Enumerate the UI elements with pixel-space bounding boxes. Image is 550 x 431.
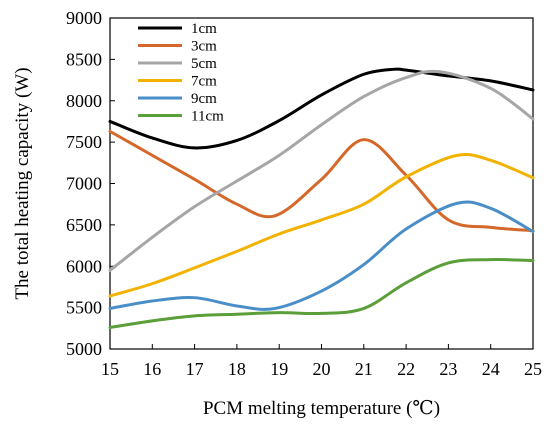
- series-line-5cm: [108, 69, 535, 272]
- axes: 15 16 17 18 19 20 21 22 23 24 25 5000 5500 6000 6500 70…: [66, 8, 542, 379]
- series-line-7cm: [108, 152, 535, 298]
- y-tick-label: 5000: [66, 339, 102, 359]
- y-tick-label: 6500: [66, 215, 102, 235]
- x-tick-label: 24: [482, 359, 500, 379]
- y-tick-label: 8500: [66, 49, 102, 69]
- series-line-3cm: [108, 129, 535, 233]
- x-tick-label: 21: [355, 359, 373, 379]
- y-tick-label: 7500: [66, 132, 102, 152]
- series-line-11cm: [108, 258, 535, 329]
- y-tick-label: 7000: [66, 174, 102, 194]
- x-axis-title: PCM melting temperature (℃): [203, 398, 440, 419]
- x-tick-label: 25: [524, 359, 542, 379]
- series-line-9cm: [108, 200, 535, 311]
- x-tick-label: 17: [186, 359, 204, 379]
- x-tick-label: 23: [439, 359, 457, 379]
- x-tick-label: 19: [270, 359, 288, 379]
- x-tick-label: 15: [101, 359, 119, 379]
- legend-label-3cm: 3cm: [191, 39, 217, 55]
- x-tick-label: 16: [143, 359, 161, 379]
- x-tick-label: 18: [228, 359, 246, 379]
- y-tick-label: 8000: [66, 91, 102, 111]
- x-tick-label: 22: [397, 359, 415, 379]
- legend-label-9cm: 9cm: [191, 91, 217, 107]
- y-axis-title: The total heating capacity (W): [12, 67, 33, 299]
- y-tick-label: 6000: [66, 256, 102, 276]
- legend-label-1cm: 1cm: [191, 21, 217, 37]
- legend-label-7cm: 7cm: [191, 74, 217, 90]
- series-line-1cm: [108, 67, 535, 150]
- x-tick-label: 20: [313, 359, 331, 379]
- legend-label-5cm: 5cm: [191, 56, 217, 72]
- y-tick-label: 5500: [66, 298, 102, 318]
- series-layer: [108, 67, 535, 329]
- legend-label-11cm: 11cm: [191, 109, 224, 125]
- y-tick-label: 9000: [66, 8, 102, 28]
